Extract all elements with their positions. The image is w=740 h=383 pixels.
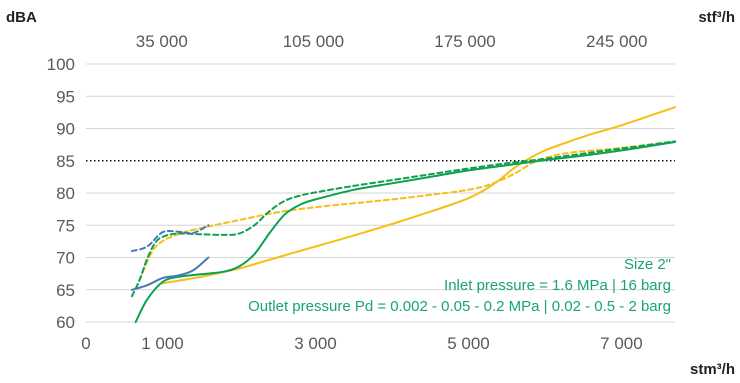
x-tick-label: 0	[81, 334, 90, 353]
y-tick-labels: 60 65 70 75 80 85 90 95 100	[47, 55, 75, 332]
y-tick-label: 65	[56, 281, 75, 300]
series-line-3	[134, 141, 676, 323]
annotation-inlet-pressure: Inlet pressure = 1.6 MPa | 16 barg	[444, 277, 671, 294]
y-tick-label: 80	[56, 184, 75, 203]
series-line-2	[138, 140, 676, 282]
y-tick-label: 70	[56, 249, 75, 268]
annotation-size: Size 2"	[624, 256, 671, 273]
x-tick-label: 5 000	[447, 334, 490, 353]
x-tick-label: 3 000	[294, 334, 337, 353]
y-tick-label: 60	[56, 313, 75, 332]
x-tick-label: 7 000	[600, 334, 643, 353]
x2-axis-unit: stf³/h	[698, 9, 735, 26]
series-line-6	[130, 224, 210, 253]
x-tick-labels: 0 1 000 3 000 5 000 7 000	[81, 334, 642, 353]
series-line-5	[130, 256, 210, 291]
x-axis-unit: stm³/h	[690, 361, 735, 378]
x2-tick-label: 245 000	[586, 32, 647, 51]
annotation-outlet-pressure: Outlet pressure Pd = 0.002 - 0.05 - 0.2 …	[248, 298, 671, 315]
y-tick-label: 75	[56, 216, 75, 235]
y-tick-label: 85	[56, 152, 75, 171]
y-axis-unit: dBA	[6, 9, 37, 26]
x2-tick-label: 175 000	[434, 32, 495, 51]
x2-tick-label: 105 000	[283, 32, 344, 51]
x-tick-label: 1 000	[141, 334, 184, 353]
series-line-4	[130, 140, 676, 298]
x2-tick-label: 35 000	[136, 32, 188, 51]
y-tick-label: 90	[56, 120, 75, 139]
x2-tick-labels: 35 000 105 000 175 000 245 000	[136, 32, 648, 51]
series-lines	[130, 106, 676, 323]
y-tick-label: 95	[56, 87, 75, 106]
grid-lines	[86, 63, 675, 323]
series-line-1	[161, 106, 676, 285]
y-tick-label: 100	[47, 55, 75, 74]
